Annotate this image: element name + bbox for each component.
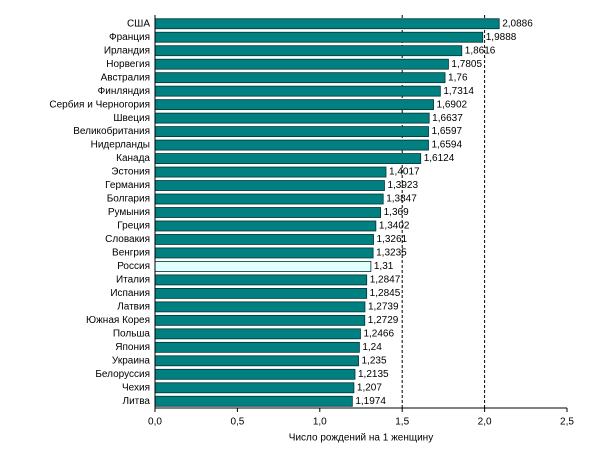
data-label: 1,207	[357, 382, 382, 393]
y-tick-label: США	[127, 18, 150, 29]
data-label: 1,2729	[368, 315, 399, 326]
y-tick-label: Великобритания	[73, 125, 150, 137]
bar	[154, 261, 372, 272]
y-tick-label: Латвия	[117, 302, 150, 313]
data-label: 1,369	[384, 207, 409, 218]
data-label: 1,3402	[379, 221, 410, 232]
bar	[154, 139, 429, 151]
data-label: 1,2466	[363, 328, 394, 339]
y-tick-label: Испания	[110, 288, 150, 299]
bar	[154, 395, 353, 407]
y-tick-label: Украина	[112, 355, 151, 366]
bar	[154, 112, 430, 124]
bar	[154, 72, 446, 84]
bar	[154, 207, 382, 218]
y-tick-label: Словакия	[105, 234, 150, 245]
bar	[154, 314, 366, 326]
y-tick-label: Россия	[117, 261, 150, 272]
bar	[154, 382, 355, 394]
y-tick-label: Литва	[123, 396, 151, 407]
bar	[154, 274, 368, 286]
data-label: 1,2847	[370, 275, 401, 286]
y-tick-label: Чехия	[122, 382, 150, 393]
bar	[154, 166, 387, 178]
y-tick-label: Нидерланды	[91, 140, 150, 151]
y-tick-label: Финляндия	[98, 86, 150, 97]
bar	[154, 287, 368, 299]
y-tick-label: Япония	[115, 342, 150, 353]
bar	[154, 153, 422, 164]
data-label: 1,1974	[355, 396, 386, 407]
data-label: 1,24	[362, 342, 382, 353]
y-tick-label: Италия	[116, 275, 150, 286]
x-tick-label: 1,0	[313, 417, 327, 428]
data-label: 1,9888	[486, 32, 517, 43]
y-tick-label: Ирландия	[104, 45, 150, 56]
bar	[154, 31, 484, 43]
x-tick-label: 0,0	[148, 417, 162, 428]
y-tick-label: Швеция	[113, 113, 150, 124]
data-label: 1,235	[362, 355, 387, 366]
data-label: 1,6902	[437, 99, 468, 110]
y-tick-label: Белоруссия	[95, 369, 150, 380]
bar	[154, 301, 366, 313]
y-tick-label: Норвегия	[106, 59, 150, 70]
bar	[154, 193, 384, 205]
data-label: 1,7805	[451, 59, 482, 70]
data-label: 1,2135	[358, 369, 389, 380]
data-label: 1,6637	[432, 113, 463, 124]
y-tick-label: Австралия	[101, 72, 150, 83]
y-tick-label: Венгрия	[112, 248, 150, 259]
data-label: 1,2845	[370, 288, 401, 299]
y-tick-label: Эстония	[111, 167, 150, 178]
y-tick-label: Болгария	[107, 194, 150, 205]
y-tick-label: Греция	[117, 221, 150, 232]
data-label: 1,4017	[389, 167, 420, 178]
data-label: 1,31	[374, 261, 394, 272]
bar	[154, 341, 360, 353]
x-tick-label: 0,5	[230, 417, 244, 428]
y-tick-label: Канада	[116, 153, 150, 164]
y-tick-label: Германия	[105, 180, 150, 191]
y-tick-label: Сербия и Черногория	[49, 98, 150, 110]
data-label: 1,3235	[376, 248, 407, 259]
bar	[154, 45, 463, 57]
data-label: 1,6124	[424, 153, 455, 164]
bar	[154, 220, 377, 232]
data-label: 1,3847	[386, 194, 417, 205]
data-label: 1,3261	[377, 234, 408, 245]
bar	[154, 328, 361, 340]
x-tick-label: 1,5	[395, 417, 409, 428]
data-label: 1,6594	[431, 140, 462, 151]
data-label: 1,3923	[387, 180, 418, 191]
data-label: 1,6597	[432, 126, 463, 137]
bar	[154, 18, 500, 30]
data-label: 2,0886	[502, 18, 533, 29]
bar	[154, 58, 449, 70]
bar	[154, 234, 374, 245]
bar	[154, 355, 359, 367]
bar	[154, 368, 356, 380]
y-tick-label: Польша	[113, 328, 151, 339]
bar	[154, 85, 441, 97]
x-tick-label: 2,5	[560, 417, 574, 428]
bar	[154, 247, 374, 259]
bar	[154, 126, 429, 138]
data-label: 1,7314	[443, 86, 474, 97]
data-label: 1,8616	[465, 45, 496, 56]
data-label: 1,2739	[368, 302, 399, 313]
y-tick-label: Южная Корея	[86, 315, 150, 326]
y-tick-label: Румыния	[108, 207, 150, 218]
bar	[154, 99, 434, 111]
bar	[154, 180, 385, 191]
x-tick-label: 2,0	[478, 417, 492, 428]
y-tick-label: Франция	[109, 32, 150, 43]
data-label: 1,76	[448, 72, 468, 83]
x-axis-title: Число рождений на 1 женщину	[289, 433, 433, 444]
